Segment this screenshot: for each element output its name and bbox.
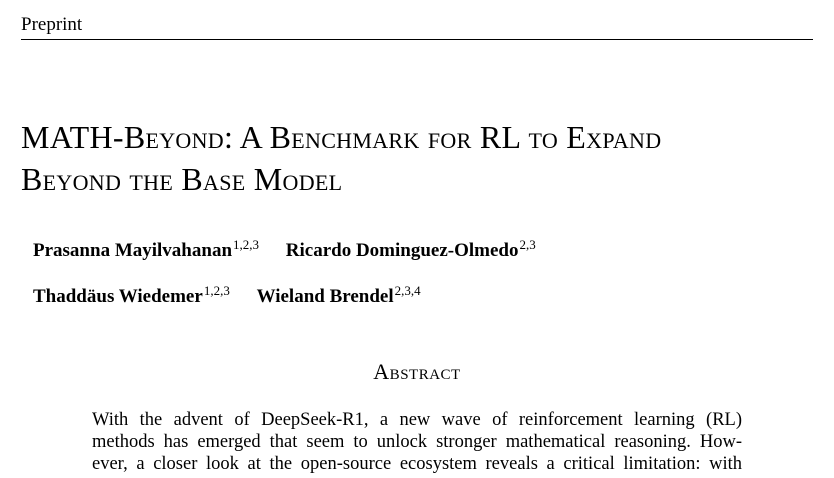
author-name: Ricardo Dominguez-Olmedo <box>285 240 519 261</box>
author-name: Prasanna Mayilvahanan <box>33 240 233 261</box>
author: Ricardo Dominguez-Olmedo2,3 <box>286 233 536 263</box>
abstract-line: With the advent of DeepSeek-R1, a new wa… <box>92 410 742 430</box>
title-line-2: Beyond the Base Model <box>21 161 343 197</box>
author-name: Wieland Brendel <box>256 286 394 307</box>
abstract-line: ever, a closer look at the open-source e… <box>92 454 742 474</box>
running-header: Preprint <box>21 14 813 40</box>
author: Wieland Brendel2,3,4 <box>257 279 421 309</box>
author-row-1: Prasanna Mayilvahanan1,2,3 Ricardo Domin… <box>33 233 813 263</box>
author-affiliation: 2,3 <box>519 237 536 252</box>
title-line-1: MATH-Beyond: A Benchmark for RL to Expan… <box>21 119 662 155</box>
paper-title: MATH-Beyond: A Benchmark for RL to Expan… <box>21 116 821 200</box>
author-affiliation: 1,2,3 <box>203 283 230 298</box>
author-affiliation: 1,2,3 <box>233 237 260 252</box>
author-name: Thaddäus Wiedemer <box>33 286 203 307</box>
author: Thaddäus Wiedemer1,2,3 <box>33 279 230 309</box>
header-label: Preprint <box>21 14 83 35</box>
author: Prasanna Mayilvahanan1,2,3 <box>33 233 259 263</box>
abstract-heading: Abstract <box>373 359 461 384</box>
abstract-line: methods has emerged that seem to unlock … <box>92 432 742 452</box>
abstract-body: With the advent of DeepSeek-R1, a new wa… <box>92 409 742 475</box>
author-row-2: Thaddäus Wiedemer1,2,3 Wieland Brendel2,… <box>33 279 813 309</box>
author-affiliation: 2,3,4 <box>394 283 421 298</box>
